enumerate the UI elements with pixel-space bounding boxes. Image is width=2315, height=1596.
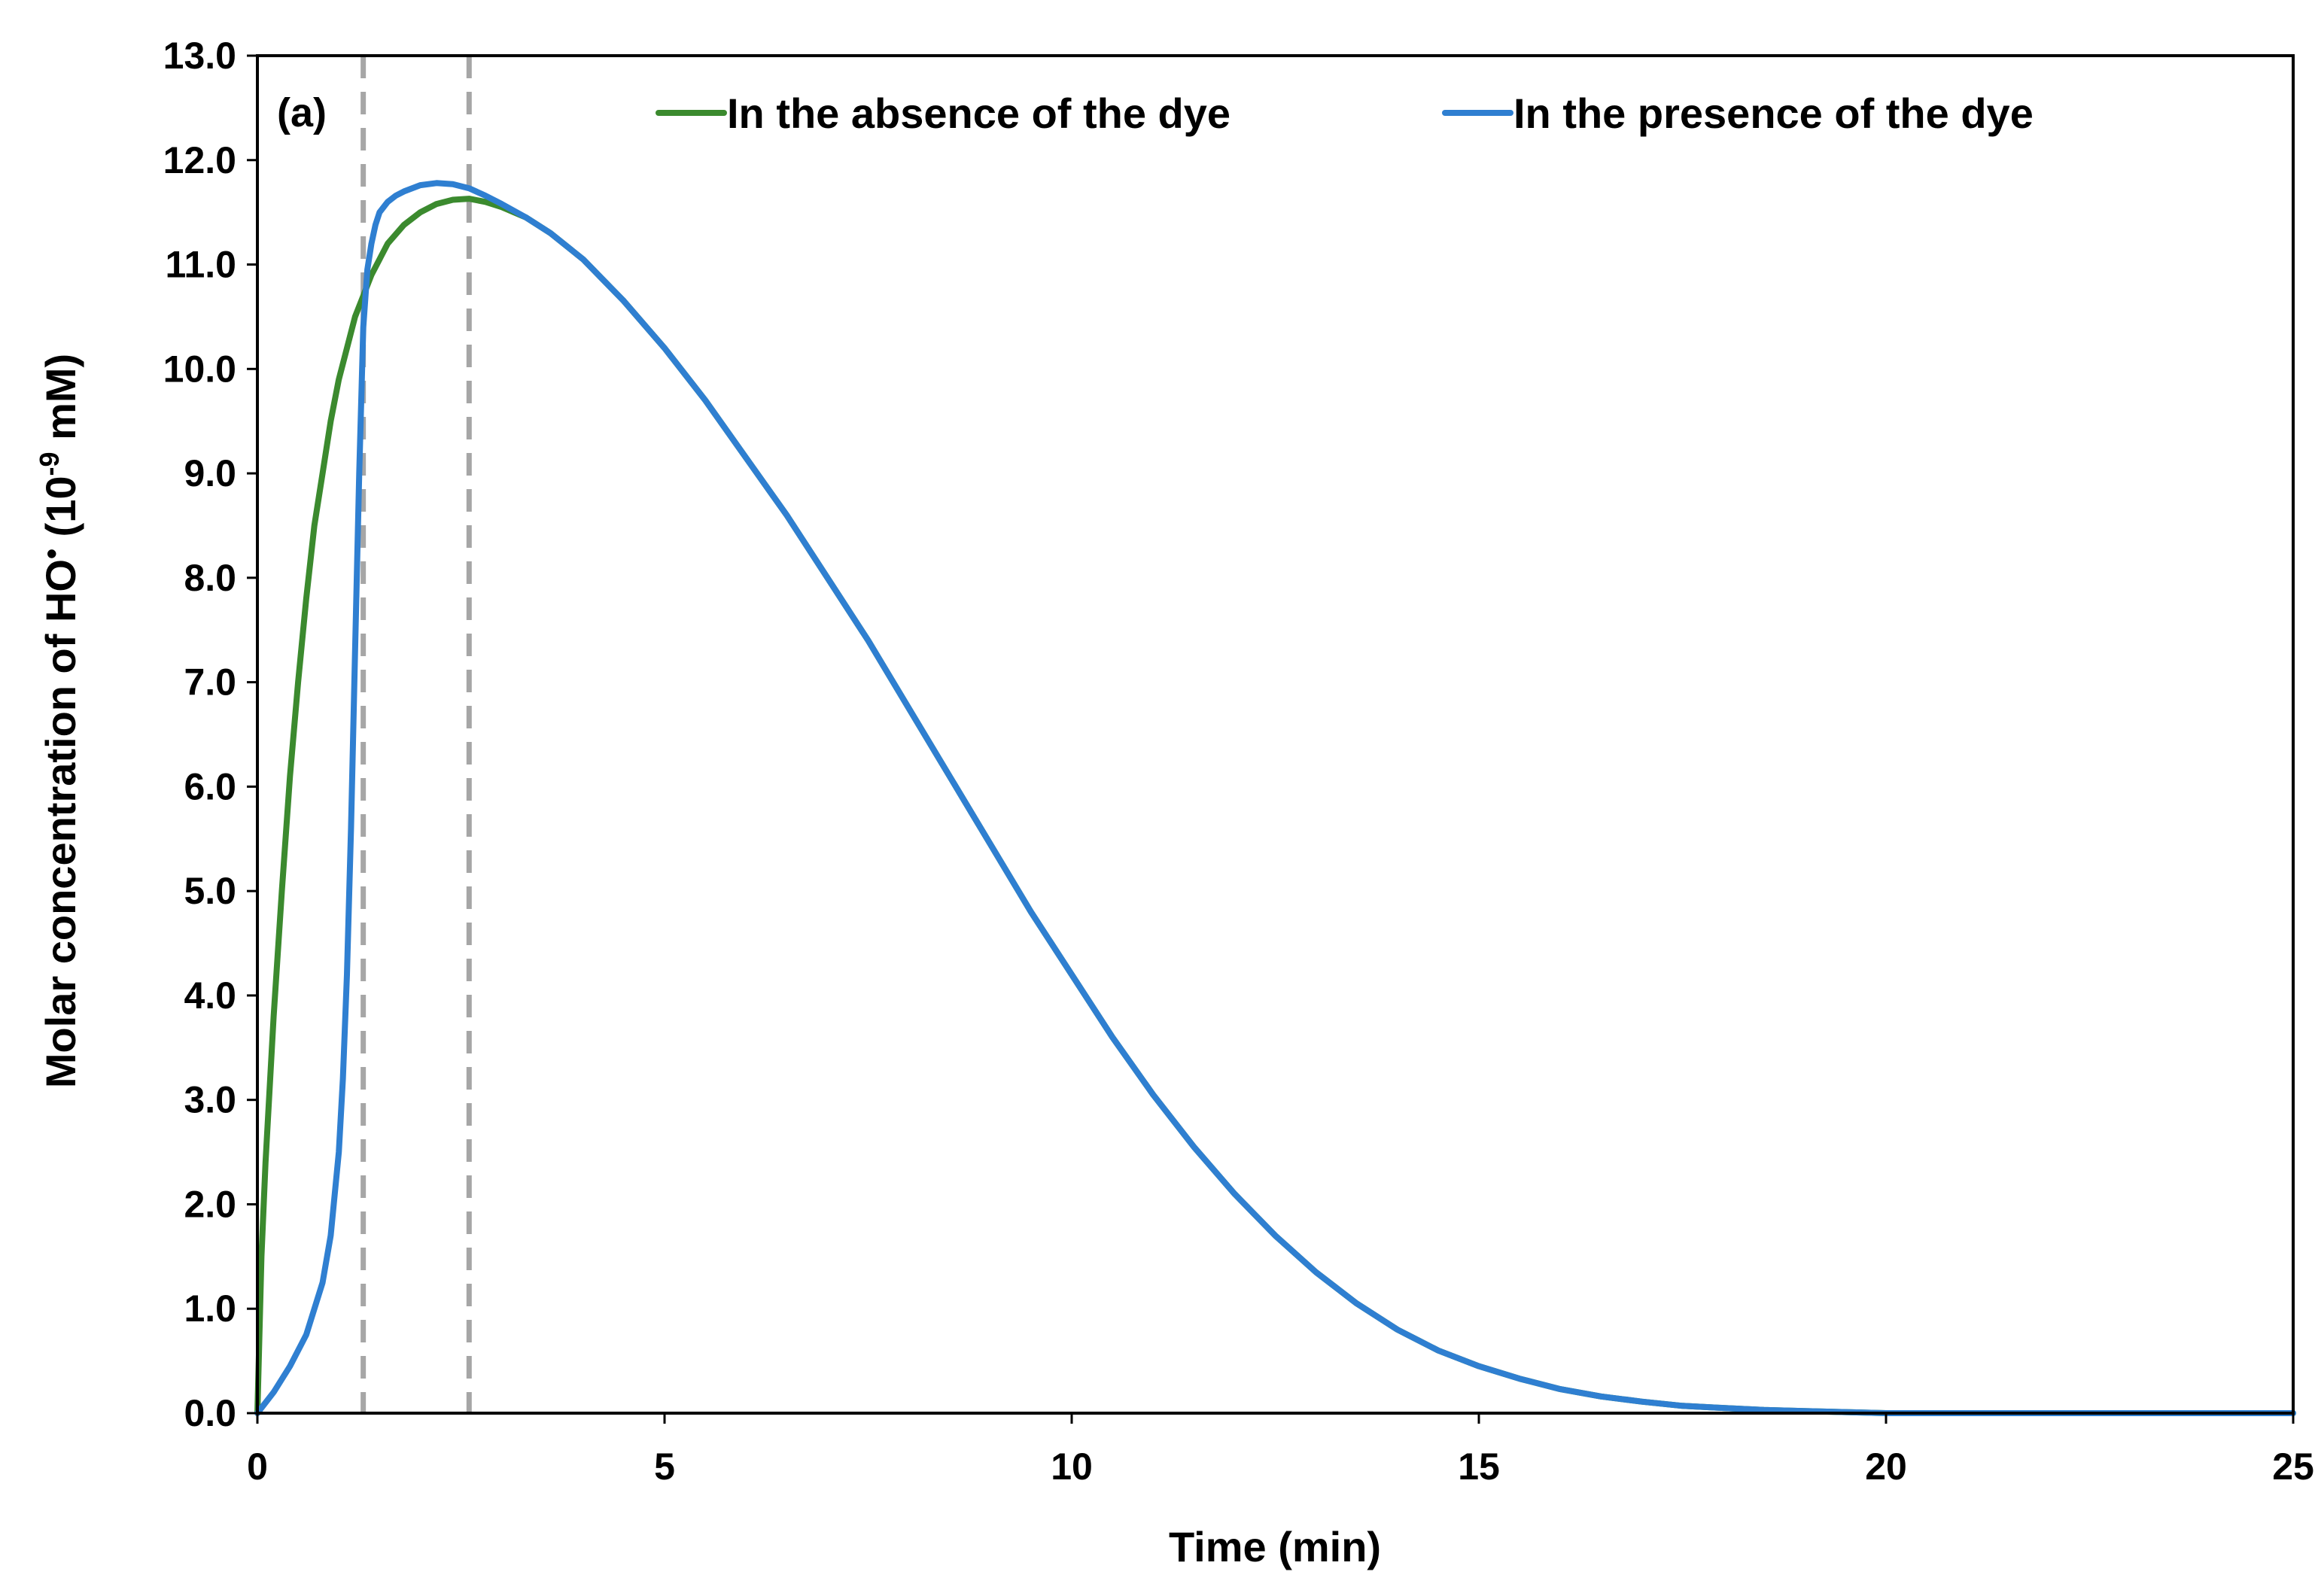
legend-label-absence: In the absence of the dye [727,90,1231,137]
y-tick-label: 5.0 [184,870,236,912]
y-axis-title-exponent: -9 [34,451,65,476]
y-axis-title-unit-close: mM) [37,354,84,452]
y-tick-label: 2.0 [184,1183,236,1225]
x-tick-label: 20 [1865,1446,1907,1488]
series-line-presence [254,180,2296,1416]
plot-frame [256,54,2295,1415]
y-tick-label: 0.0 [184,1392,236,1434]
y-axis-title: Molar concentration of HO• (10-9 mM) [34,354,84,1088]
legend: In the absence of the dye In the presenc… [656,90,2034,137]
y-tick-label: 7.0 [184,661,236,704]
y-tick-label: 6.0 [184,765,236,807]
x-tick-label: 5 [654,1446,675,1488]
y-tick-label: 3.0 [184,1079,236,1121]
x-axis-ticks: 0 5 10 15 20 25 [247,1413,2314,1488]
y-tick-label: 9.0 [184,452,236,494]
y-axis-title-unit-open: (10 [37,476,84,549]
x-axis-title: Time (min) [1169,1523,1381,1570]
y-axis-title-radical: • [35,549,68,559]
y-tick-label: 10.0 [163,348,236,390]
y-tick-label: 11.0 [165,244,236,286]
x-tick-label: 10 [1051,1446,1093,1488]
y-tick-label: 13.0 [163,35,236,77]
panel-label: (a) [277,90,327,135]
x-tick-label: 25 [2272,1446,2314,1488]
y-tick-label: 4.0 [184,974,236,1017]
y-axis-title-prefix: Molar concentration of HO [37,559,84,1088]
x-tick-label: 15 [1458,1446,1500,1488]
series-lines [254,180,2296,1416]
legend-label-presence: In the presence of the dye [1513,90,2034,137]
y-tick-label: 1.0 [184,1287,236,1330]
y-tick-label: 8.0 [184,557,236,599]
y-tick-label: 12.0 [163,139,236,181]
x-tick-label: 0 [247,1446,268,1488]
reference-lines [360,56,472,1413]
y-axis-ticks: 0.0 1.0 2.0 3.0 4.0 5.0 6.0 7.0 8.0 9.0 10.0 11.0 12… [163,35,257,1434]
